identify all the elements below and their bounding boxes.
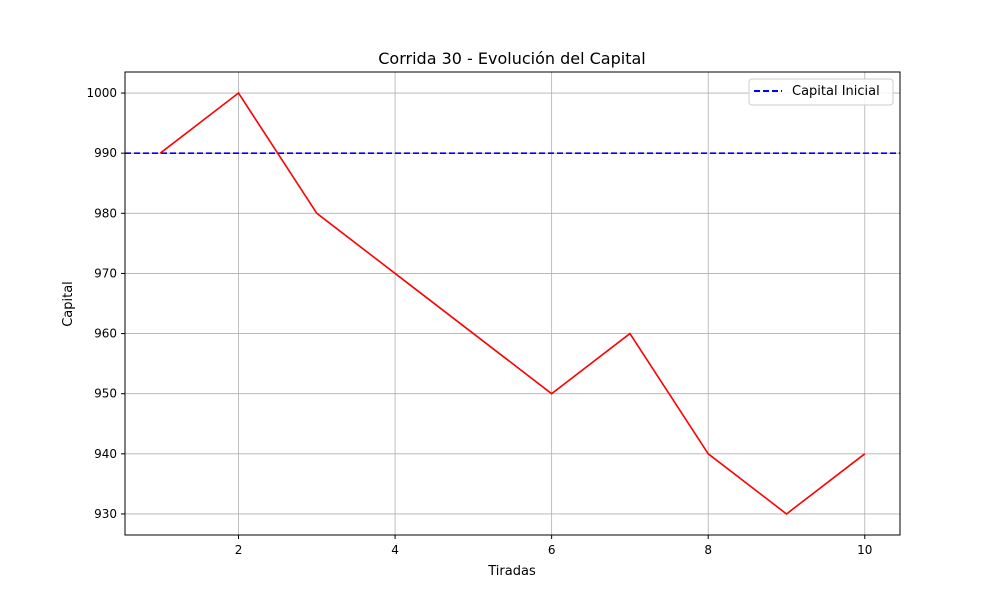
x-tick-label: 4 [391, 543, 399, 557]
y-tick-label: 990 [94, 146, 117, 160]
plot-area [125, 91, 900, 515]
y-tick-label: 980 [94, 206, 117, 220]
y-tick-label: 960 [94, 327, 117, 341]
y-tick-label: 950 [94, 387, 117, 401]
y-tick-label: 1000 [86, 86, 117, 100]
axes-frame [124, 71, 901, 536]
chart-title: Corrida 30 - Evolución del Capital [378, 49, 645, 68]
legend-box [748, 78, 894, 106]
x-tick-label: 2 [235, 543, 243, 557]
x-tick-label: 8 [704, 543, 712, 557]
y-tick-label: 940 [94, 447, 117, 461]
ticks: 2 4 6 8 10 930 940 950 960 970 980 990 1000 [86, 86, 872, 557]
grid [125, 72, 900, 535]
legend-label-capital-inicial: Capital Inicial [792, 84, 880, 99]
series-line-capital [159, 91, 866, 515]
x-tick-label: 10 [857, 543, 872, 557]
x-axis-label: Tiradas [487, 564, 536, 579]
x-tick-label: 6 [548, 543, 556, 557]
y-axis-label: Capital [61, 281, 76, 327]
legend: Capital Inicial [748, 78, 894, 106]
y-tick-label: 970 [94, 266, 117, 280]
y-tick-label: 930 [94, 507, 117, 521]
